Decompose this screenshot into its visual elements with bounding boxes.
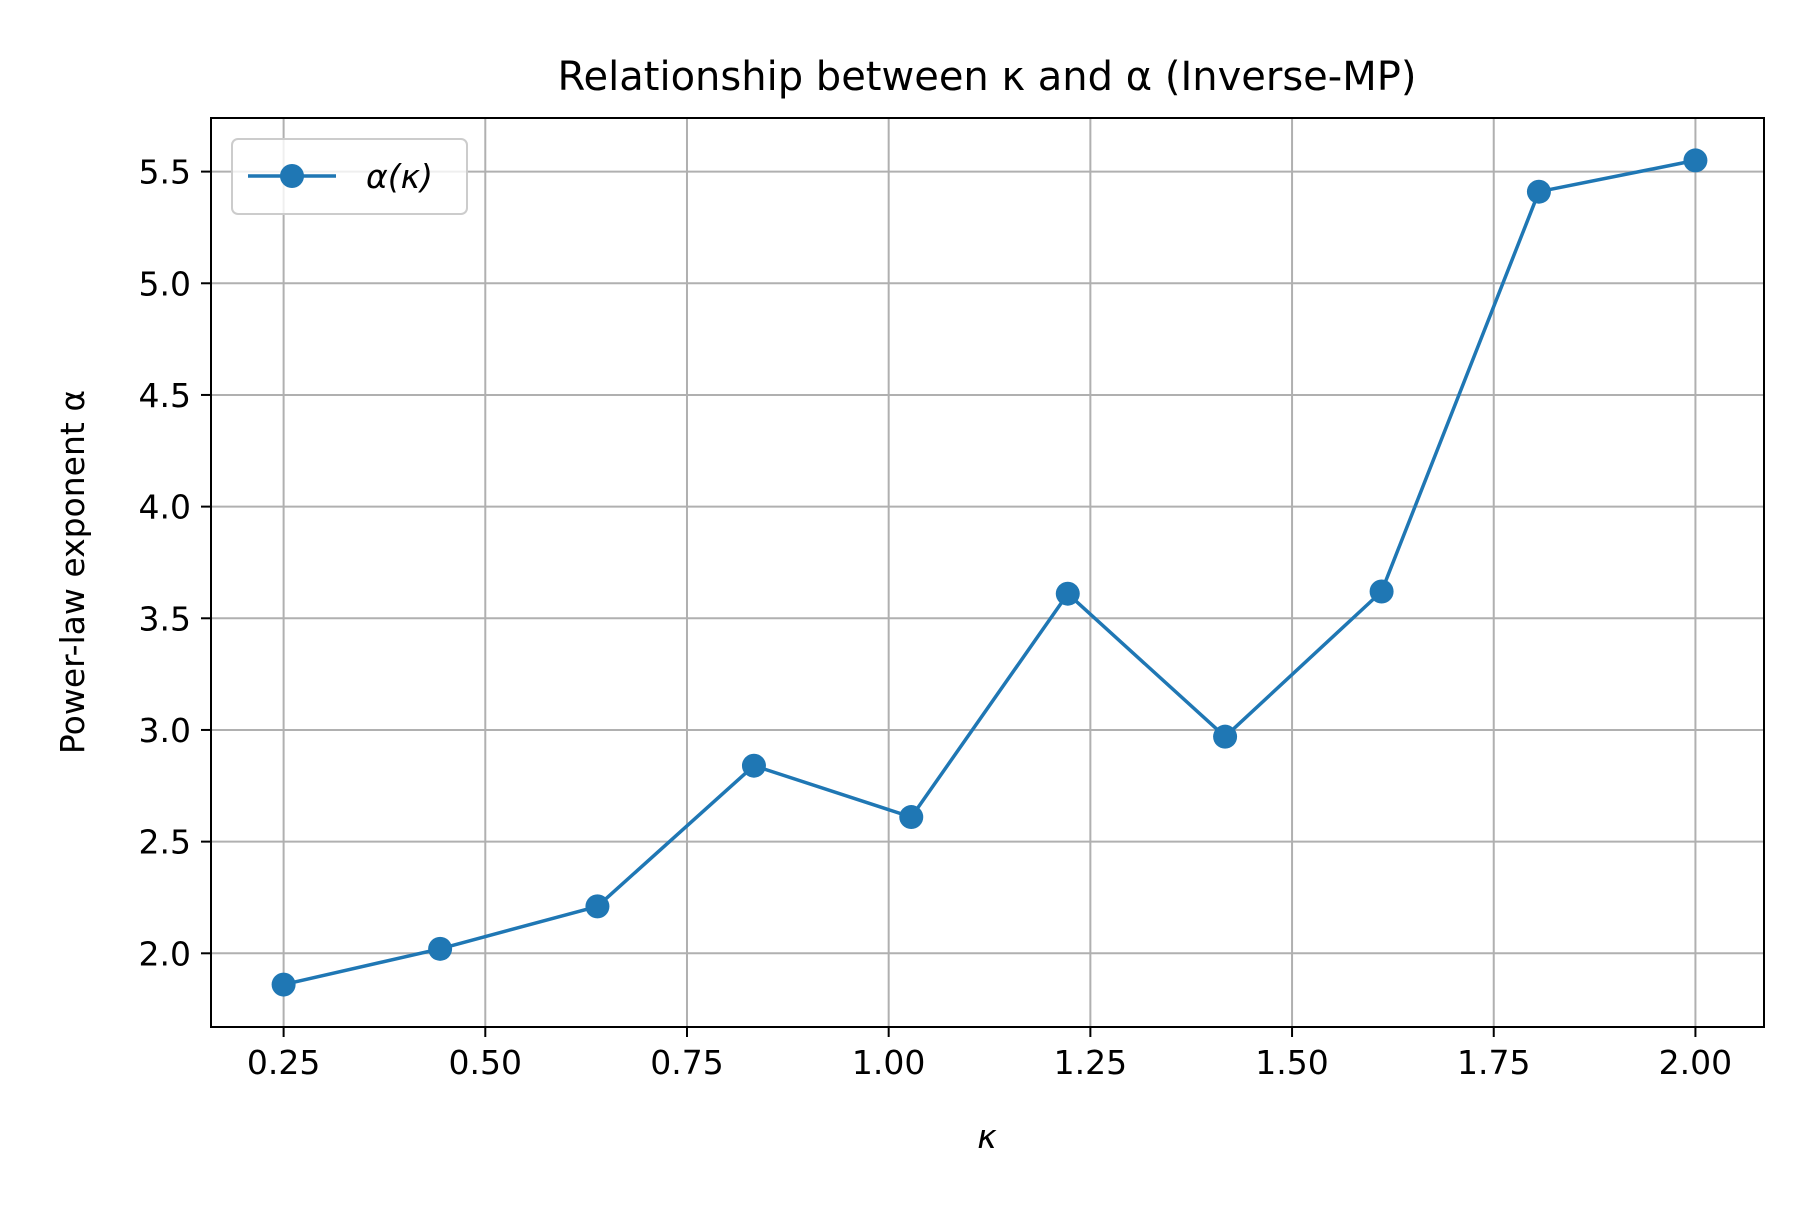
- x-axis-label: κ: [977, 1117, 997, 1156]
- chart-title: Relationship between κ and α (Inverse-MP…: [558, 54, 1417, 100]
- y-axis-label: Power-law exponent α: [53, 390, 92, 754]
- legend: α(κ): [231, 138, 468, 215]
- legend-marker-swatch: [280, 164, 304, 188]
- data-point: [1369, 579, 1394, 604]
- y-tick-label: 5.5: [139, 153, 191, 192]
- legend-label: α(κ): [366, 157, 433, 196]
- x-tick-label: 0.25: [247, 1043, 320, 1082]
- data-point: [741, 753, 766, 778]
- data-point: [1526, 179, 1551, 204]
- y-tick-label: 2.5: [139, 823, 191, 862]
- data-point: [428, 936, 453, 961]
- x-tick-label: 1.75: [1457, 1043, 1530, 1082]
- y-tick-label: 5.0: [139, 264, 191, 303]
- x-tick-label: 1.50: [1255, 1043, 1328, 1082]
- series-layer: [271, 148, 1708, 997]
- x-tick-label: 0.75: [650, 1043, 723, 1082]
- data-point: [1213, 724, 1238, 749]
- ticks: 0.25 0.50 0.75 1.00 1.25 1.50 1.75 2.00 2.0 2.5 3.…: [139, 153, 1733, 1082]
- y-tick-label: 3.0: [139, 711, 191, 750]
- data-point: [585, 894, 610, 919]
- y-tick-label: 2.0: [139, 934, 191, 973]
- data-point: [899, 805, 924, 830]
- series-line: [283, 158, 1696, 987]
- y-tick-label: 3.5: [139, 599, 191, 638]
- axes-frame: [210, 117, 1765, 1028]
- legend-frame: [231, 138, 468, 215]
- x-tick-label: 1.25: [1054, 1043, 1127, 1082]
- x-tick-label: 1.00: [852, 1043, 925, 1082]
- grid: [211, 118, 1764, 1027]
- data-point: [1055, 581, 1080, 606]
- data-point: [1683, 148, 1708, 173]
- data-point: [271, 972, 296, 997]
- y-tick-label: 4.5: [139, 376, 191, 415]
- x-tick-label: 0.50: [449, 1043, 522, 1082]
- x-tick-label: 2.00: [1659, 1043, 1732, 1082]
- y-tick-label: 4.0: [139, 488, 191, 527]
